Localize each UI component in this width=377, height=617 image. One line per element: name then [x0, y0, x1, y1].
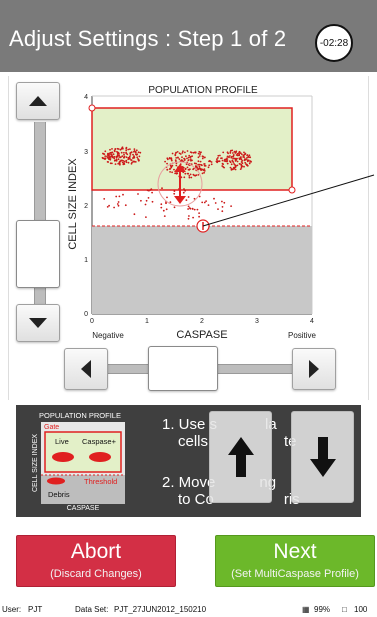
down-arrow-icon: [29, 318, 47, 328]
svg-text:Debris: Debris: [48, 490, 70, 499]
x-pos-label: Positive: [288, 331, 317, 340]
svg-text:Gate: Gate: [44, 424, 59, 431]
population-profile-plot[interactable]: POPULATION PROFILE 4 3 2 1 0 0 1 2 3: [58, 84, 328, 346]
svg-text:2: 2: [200, 318, 204, 325]
up-arrow-icon: [227, 437, 254, 477]
dataset-label: Data Set:: [75, 605, 109, 614]
down-arrow-icon: [309, 437, 336, 477]
up-arrow-icon: [29, 96, 47, 106]
storage-level: 100: [354, 605, 368, 614]
left-arrow-icon: [81, 360, 91, 378]
svg-text:0: 0: [84, 311, 88, 318]
page-title: Adjust Settings : Step 1 of 2: [9, 26, 287, 51]
user-label: User:: [2, 605, 22, 614]
x-neg-label: Negative: [92, 331, 124, 340]
svg-text:3: 3: [255, 318, 259, 325]
y-axis-label: CELL SIZE INDEX: [67, 158, 79, 250]
move-up-button[interactable]: [16, 82, 60, 120]
dataset-value: PJT_27JUN2012_150210: [114, 605, 207, 614]
header-bar: Adjust Settings : Step 1 of 2 -02:28: [0, 0, 377, 72]
countdown-timer: -02:28: [315, 24, 353, 62]
below-threshold-region: [92, 226, 312, 314]
svg-text:1: 1: [145, 318, 149, 325]
move-down-button[interactable]: [16, 304, 60, 342]
threshold-up-button[interactable]: [209, 411, 272, 503]
svg-text:Caspase+: Caspase+: [82, 437, 117, 446]
svg-text:Live: Live: [55, 437, 69, 446]
svg-text:Threshold: Threshold: [84, 477, 117, 486]
svg-text:0: 0: [90, 318, 94, 325]
user-value: PJT: [28, 605, 43, 614]
next-button[interactable]: Next (Set MultiCaspase Profile): [215, 535, 375, 587]
threshold-down-button[interactable]: [291, 411, 354, 503]
battery-level: 99%: [314, 605, 331, 614]
move-right-button[interactable]: [292, 348, 336, 390]
svg-text:CELL SIZE INDEX: CELL SIZE INDEX: [32, 434, 39, 492]
svg-text:CASPASE: CASPASE: [67, 505, 100, 512]
svg-text:1: 1: [84, 257, 88, 264]
scatter-dots: [101, 146, 253, 220]
x-axis-label: CASPASE: [176, 329, 227, 341]
svg-text:4: 4: [310, 318, 314, 325]
svg-text:4: 4: [84, 94, 88, 101]
move-left-button[interactable]: [64, 348, 108, 390]
svg-text:2: 2: [84, 203, 88, 210]
storage-icon: □: [342, 605, 347, 614]
status-footer: User: PJT Data Set: PJT_27JUN2012_150210…: [0, 603, 377, 617]
plot-title: POPULATION PROFILE: [148, 85, 258, 96]
svg-text:POPULATION PROFILE: POPULATION PROFILE: [39, 411, 121, 420]
vertical-slider-thumb[interactable]: [16, 220, 60, 288]
right-arrow-icon: [309, 360, 319, 378]
abort-button[interactable]: Abort (Discard Changes): [16, 535, 176, 587]
horizontal-slider-thumb[interactable]: [148, 346, 218, 391]
battery-icon: ▦: [302, 605, 310, 614]
svg-text:3: 3: [84, 149, 88, 156]
legend-diagram: POPULATION PROFILE CELL SIZE INDEX Gate …: [28, 409, 128, 513]
